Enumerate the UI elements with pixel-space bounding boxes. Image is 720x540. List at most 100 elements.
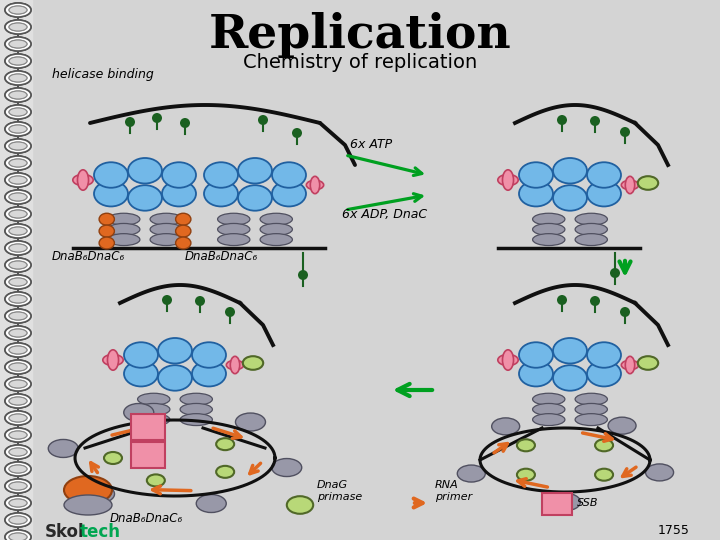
Bar bbox=[0, 0, 32, 540]
Text: DnaB₆DnaC₆: DnaB₆DnaC₆ bbox=[52, 250, 125, 263]
Ellipse shape bbox=[5, 496, 31, 510]
Ellipse shape bbox=[5, 3, 31, 17]
Ellipse shape bbox=[5, 496, 31, 510]
Ellipse shape bbox=[503, 170, 513, 190]
Ellipse shape bbox=[5, 275, 31, 289]
Ellipse shape bbox=[94, 181, 128, 206]
Ellipse shape bbox=[553, 158, 587, 184]
Ellipse shape bbox=[553, 365, 587, 391]
Ellipse shape bbox=[204, 181, 238, 206]
Ellipse shape bbox=[192, 361, 226, 387]
Ellipse shape bbox=[5, 105, 31, 119]
Ellipse shape bbox=[5, 139, 31, 153]
Ellipse shape bbox=[519, 361, 553, 387]
Ellipse shape bbox=[9, 482, 27, 490]
Ellipse shape bbox=[5, 428, 31, 442]
Ellipse shape bbox=[158, 365, 192, 391]
Text: 6x ATP: 6x ATP bbox=[350, 138, 392, 151]
Circle shape bbox=[620, 127, 630, 137]
Ellipse shape bbox=[99, 213, 114, 225]
Ellipse shape bbox=[9, 499, 27, 507]
Ellipse shape bbox=[9, 380, 27, 388]
Ellipse shape bbox=[5, 71, 31, 85]
Ellipse shape bbox=[5, 309, 31, 323]
Ellipse shape bbox=[575, 393, 608, 405]
Ellipse shape bbox=[5, 224, 31, 238]
Ellipse shape bbox=[5, 411, 31, 425]
Ellipse shape bbox=[5, 190, 31, 204]
Ellipse shape bbox=[5, 292, 31, 306]
Circle shape bbox=[620, 307, 630, 317]
Ellipse shape bbox=[107, 213, 140, 225]
Ellipse shape bbox=[9, 346, 27, 354]
Ellipse shape bbox=[176, 225, 191, 237]
Circle shape bbox=[610, 268, 620, 278]
Ellipse shape bbox=[9, 533, 27, 540]
Ellipse shape bbox=[575, 224, 608, 235]
Ellipse shape bbox=[492, 418, 520, 435]
Circle shape bbox=[590, 296, 600, 306]
Ellipse shape bbox=[575, 403, 608, 415]
Ellipse shape bbox=[5, 360, 31, 374]
Ellipse shape bbox=[197, 495, 226, 512]
Ellipse shape bbox=[517, 440, 535, 451]
Circle shape bbox=[152, 113, 162, 123]
Ellipse shape bbox=[5, 479, 31, 493]
Ellipse shape bbox=[271, 458, 302, 476]
Ellipse shape bbox=[553, 338, 587, 363]
Ellipse shape bbox=[104, 452, 122, 464]
Ellipse shape bbox=[587, 162, 621, 188]
Ellipse shape bbox=[9, 142, 27, 150]
Circle shape bbox=[292, 128, 302, 138]
Ellipse shape bbox=[9, 465, 27, 473]
Ellipse shape bbox=[180, 393, 212, 405]
Ellipse shape bbox=[217, 213, 250, 225]
Ellipse shape bbox=[5, 3, 31, 17]
Ellipse shape bbox=[9, 397, 27, 405]
Ellipse shape bbox=[150, 234, 182, 246]
Ellipse shape bbox=[5, 445, 31, 459]
Ellipse shape bbox=[9, 40, 27, 48]
Ellipse shape bbox=[99, 237, 114, 249]
Ellipse shape bbox=[5, 88, 31, 102]
Ellipse shape bbox=[5, 360, 31, 374]
Ellipse shape bbox=[9, 533, 27, 540]
FancyBboxPatch shape bbox=[131, 414, 165, 440]
Ellipse shape bbox=[5, 122, 31, 136]
Ellipse shape bbox=[5, 377, 31, 391]
Ellipse shape bbox=[498, 354, 518, 366]
Ellipse shape bbox=[107, 224, 140, 235]
Circle shape bbox=[125, 117, 135, 127]
Ellipse shape bbox=[147, 475, 165, 487]
Ellipse shape bbox=[9, 91, 27, 99]
Ellipse shape bbox=[533, 224, 565, 235]
Text: RNA
primer: RNA primer bbox=[435, 481, 472, 502]
Ellipse shape bbox=[9, 23, 27, 31]
Ellipse shape bbox=[84, 485, 114, 503]
Ellipse shape bbox=[5, 445, 31, 459]
Ellipse shape bbox=[204, 162, 238, 188]
Circle shape bbox=[195, 296, 205, 306]
Ellipse shape bbox=[162, 162, 196, 188]
Ellipse shape bbox=[621, 360, 639, 370]
Ellipse shape bbox=[638, 356, 658, 370]
Ellipse shape bbox=[48, 440, 78, 457]
Ellipse shape bbox=[9, 482, 27, 490]
Circle shape bbox=[258, 115, 268, 125]
Ellipse shape bbox=[503, 350, 513, 370]
Ellipse shape bbox=[147, 430, 165, 442]
Ellipse shape bbox=[5, 258, 31, 272]
Ellipse shape bbox=[621, 180, 639, 190]
Text: SSB: SSB bbox=[577, 498, 598, 508]
Ellipse shape bbox=[625, 356, 635, 374]
Ellipse shape bbox=[575, 414, 608, 426]
Ellipse shape bbox=[9, 227, 27, 235]
Ellipse shape bbox=[5, 241, 31, 255]
Ellipse shape bbox=[9, 431, 27, 439]
Ellipse shape bbox=[9, 244, 27, 252]
Ellipse shape bbox=[9, 278, 27, 286]
Text: DnaG
primase: DnaG primase bbox=[317, 481, 362, 502]
Ellipse shape bbox=[5, 190, 31, 204]
Circle shape bbox=[557, 295, 567, 305]
Ellipse shape bbox=[5, 326, 31, 340]
